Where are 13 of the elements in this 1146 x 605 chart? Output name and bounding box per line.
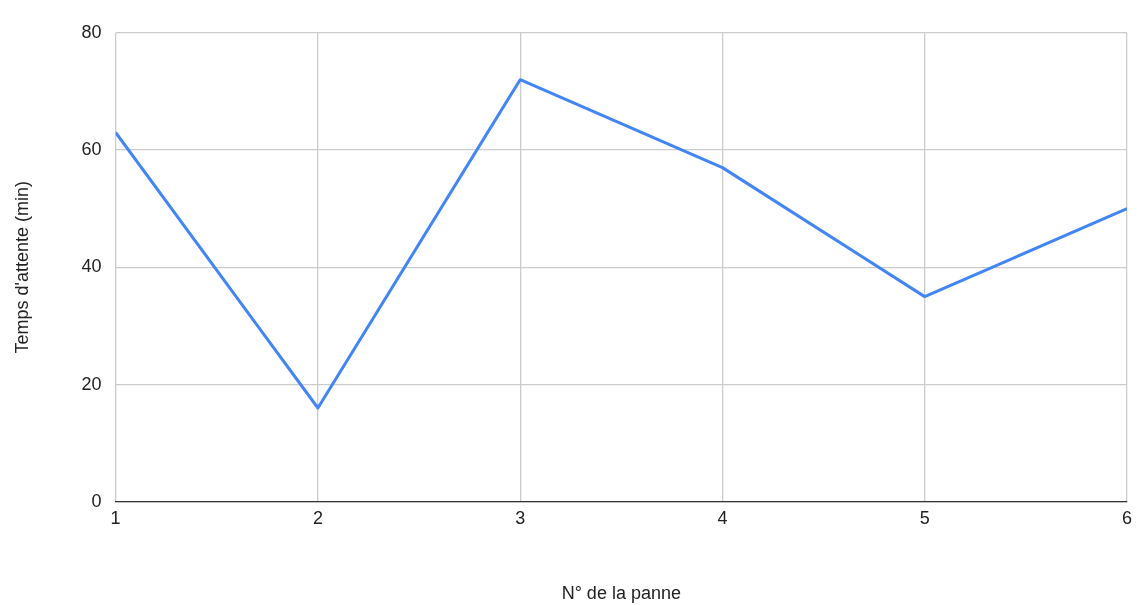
x-axis-title: N° de la panne xyxy=(561,583,681,604)
y-axis-title: Temps d'attente (min) xyxy=(11,181,32,354)
x-tick-label: 4 xyxy=(717,507,728,528)
y-tick-label: 40 xyxy=(81,256,102,277)
y-tick-label: 60 xyxy=(81,139,102,160)
x-tick-label: 5 xyxy=(919,507,930,528)
y-tick-label: 20 xyxy=(81,373,102,394)
y-tick-label: 0 xyxy=(91,490,102,511)
x-tick-label: 1 xyxy=(110,507,121,528)
x-tick-label: 3 xyxy=(515,507,526,528)
y-tick-label: 80 xyxy=(81,21,102,42)
x-tick-label: 6 xyxy=(1121,507,1132,528)
x-tick-label: 2 xyxy=(312,507,323,528)
